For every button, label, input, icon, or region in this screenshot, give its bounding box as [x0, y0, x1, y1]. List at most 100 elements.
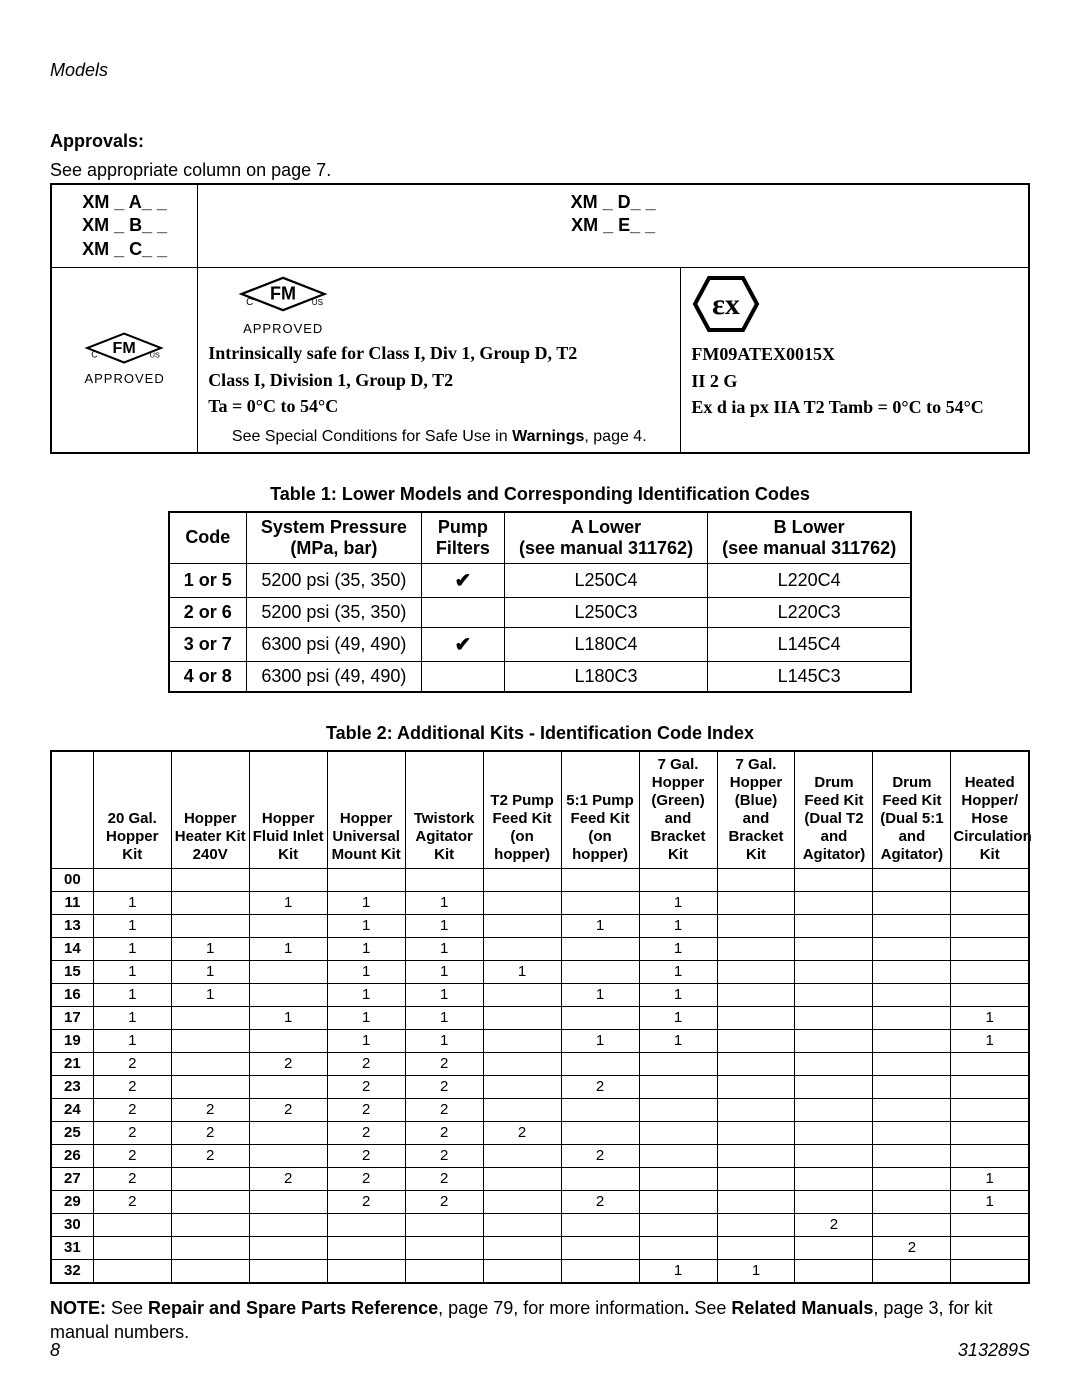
intrinsic-line-1: Intrinsically safe for Class I, Div 1, G…: [208, 342, 670, 365]
kit-cell: [483, 983, 561, 1006]
kit-cell: [561, 1098, 639, 1121]
kit-cell: [93, 1213, 171, 1236]
kit-cell: [717, 914, 795, 937]
kit-cell: [873, 891, 951, 914]
kit-cell: 1: [405, 1006, 483, 1029]
ex-line-1: FM09ATEX0015X: [691, 343, 1018, 366]
kit-cell: [327, 1236, 405, 1259]
kit-cell: [639, 1052, 717, 1075]
kit-cell: [483, 1098, 561, 1121]
table-row: 17111111: [51, 1006, 1029, 1029]
table2-header: Heated Hopper/ Hose Circulation Kit: [951, 751, 1029, 869]
table-row: 2722221: [51, 1167, 1029, 1190]
special-suffix: , page 4.: [584, 428, 646, 445]
kit-cell: [873, 1213, 951, 1236]
kit-cell: [639, 1190, 717, 1213]
kit-cell: 2: [93, 1075, 171, 1098]
kit-cell: 1: [93, 1006, 171, 1029]
table-row: 1111111: [51, 891, 1029, 914]
kit-cell: [717, 960, 795, 983]
kit-cell: 1: [327, 983, 405, 1006]
kit-cell: [951, 1098, 1029, 1121]
kit-cell: [483, 1144, 561, 1167]
kit-cell: [873, 1190, 951, 1213]
kit-cell: [717, 1236, 795, 1259]
kit-cell: 1: [405, 937, 483, 960]
kit-cell: 1: [327, 1006, 405, 1029]
kit-cell: 2: [327, 1190, 405, 1213]
table1-header: Code: [169, 512, 247, 564]
kit-cell: 2: [483, 1121, 561, 1144]
kit-cell: 1: [327, 1029, 405, 1052]
kit-cell: 1: [93, 914, 171, 937]
kit-cell: [795, 1236, 873, 1259]
svg-text:FM: FM: [113, 339, 136, 357]
kit-cell: 2: [561, 1190, 639, 1213]
intrinsic-line-2: Class I, Division 1, Group D, T2: [208, 369, 670, 392]
kit-cell: 2: [93, 1167, 171, 1190]
row-code: 30: [51, 1213, 93, 1236]
row-code: 15: [51, 960, 93, 983]
approvals-table: XM _ A_ _ XM _ B_ _ XM _ C_ _ XM _ D_ _ …: [50, 183, 1030, 454]
kit-cell: [951, 1052, 1029, 1075]
note-t2: , page 79, for more information: [438, 1298, 684, 1318]
table-row: 1311111: [51, 914, 1029, 937]
table-row: 2622222: [51, 1144, 1029, 1167]
kit-cell: [171, 1259, 249, 1283]
kit-cell: [483, 1006, 561, 1029]
kit-cell: 2: [405, 1144, 483, 1167]
kit-cell: [249, 868, 327, 891]
svg-text:C: C: [92, 350, 99, 360]
kit-cell: [639, 1144, 717, 1167]
ex-line-2: II 2 G: [691, 370, 1018, 393]
table1-header: A Lower(see manual 311762): [504, 512, 707, 564]
kit-cell: 1: [327, 891, 405, 914]
kit-cell: 2: [171, 1144, 249, 1167]
kit-cell: 1: [93, 937, 171, 960]
kit-cell: [795, 937, 873, 960]
kit-cell: 2: [405, 1121, 483, 1144]
kit-cell: 2: [327, 1052, 405, 1075]
kit-cell: [717, 1075, 795, 1098]
ex-cell: εx FM09ATEX0015X II 2 G Ex d ia px IIA T…: [681, 268, 1029, 453]
kit-cell: [951, 891, 1029, 914]
kit-cell: [639, 1213, 717, 1236]
xm-code: XM _ B_ _: [62, 214, 187, 237]
kit-cell: 2: [405, 1075, 483, 1098]
kit-cell: 1: [249, 937, 327, 960]
kit-cell: [717, 868, 795, 891]
kit-cell: [873, 1006, 951, 1029]
kit-cell: [171, 1006, 249, 1029]
doc-number: 313289S: [958, 1340, 1030, 1361]
kit-cell: [483, 1236, 561, 1259]
kit-cell: [171, 1029, 249, 1052]
kit-cell: [951, 1144, 1029, 1167]
row-code: 25: [51, 1121, 93, 1144]
kit-cell: 1: [639, 937, 717, 960]
kit-cell: [951, 1121, 1029, 1144]
kit-cell: 1: [93, 1029, 171, 1052]
kit-cell: [639, 1098, 717, 1121]
kit-cell: 1: [639, 891, 717, 914]
kit-cell: [561, 1052, 639, 1075]
kit-cell: 1: [561, 983, 639, 1006]
kit-cell: [639, 868, 717, 891]
kit-cell: [873, 1029, 951, 1052]
kit-cell: [327, 868, 405, 891]
kit-cell: [249, 1121, 327, 1144]
row-code: 17: [51, 1006, 93, 1029]
kit-cell: 1: [93, 983, 171, 1006]
note-prefix: NOTE:: [50, 1298, 111, 1318]
row-code: 29: [51, 1190, 93, 1213]
kit-cell: 2: [93, 1144, 171, 1167]
kit-cell: [483, 1213, 561, 1236]
a-lower-cell: L180C4: [504, 627, 707, 661]
kit-cell: [873, 1098, 951, 1121]
code-cell: 2 or 6: [169, 597, 247, 627]
kit-cell: 2: [561, 1075, 639, 1098]
kit-cell: 2: [327, 1098, 405, 1121]
kit-cell: [561, 937, 639, 960]
table-row: 2522222: [51, 1121, 1029, 1144]
kit-cell: [171, 868, 249, 891]
kit-cell: 1: [561, 1029, 639, 1052]
